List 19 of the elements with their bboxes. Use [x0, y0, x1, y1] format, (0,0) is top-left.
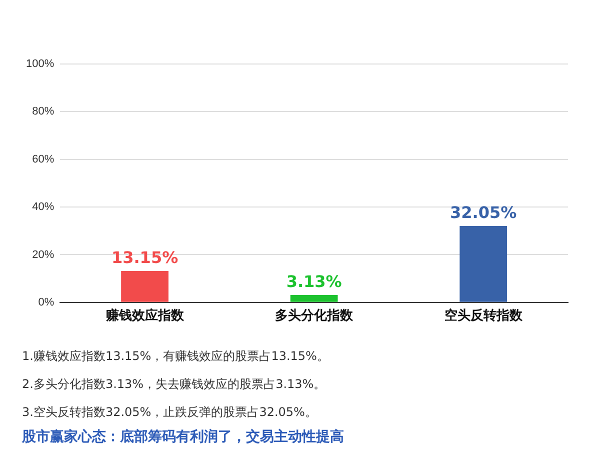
data-label: 3.13% [286, 272, 342, 292]
text: 3.空头反转指数32.05%，止跌反弹的股票占32.05%。 [22, 404, 318, 421]
y-tick-label: 60% [32, 153, 54, 166]
y-tick-label: 40% [32, 201, 54, 214]
bar [121, 271, 168, 302]
data-label: 32.05% [450, 203, 517, 222]
text: 1.赚钱效应指数13.15%，有赚钱效应的股票占13.15%。 [22, 348, 330, 365]
y-tick-label: 0% [38, 296, 54, 308]
y-tick-label: 20% [32, 248, 54, 261]
x-tick-label: 空头反转指数 [444, 308, 524, 324]
x-tick-label: 赚钱效应指数 [104, 308, 185, 324]
text: 2.多头分化指数3.13%，失去赚钱效应的股票占3.13%。 [22, 376, 327, 393]
bar [290, 294, 338, 302]
text: 股市赢家心态：底部筹码有利润了，交易主动性提高 [22, 428, 345, 446]
bar [460, 226, 508, 302]
data-label: 13.15% [111, 248, 178, 268]
y-tick-label: 80% [32, 106, 54, 118]
y-tick-label: 100% [26, 58, 54, 70]
x-tick-label: 多头分化指数 [275, 308, 354, 324]
